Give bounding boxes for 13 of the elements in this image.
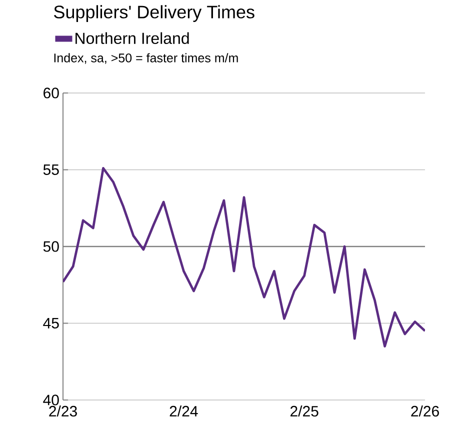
- y-tick-label: 50: [43, 241, 59, 252]
- y-tick-label: 55: [43, 164, 59, 175]
- y-tick-label: 45: [43, 318, 59, 328]
- chart-title: Suppliers' Delivery Times: [54, 5, 254, 22]
- x-tick-label: 2/25: [290, 406, 318, 417]
- x-tick-label: 2/23: [49, 406, 77, 417]
- line-series: [63, 167, 426, 348]
- legend-label: Northern Ireland: [76, 32, 189, 44]
- y-tick-label: 60: [44, 88, 59, 98]
- chart-subtitle: Index, sa, >50 = faster times m/m: [54, 53, 238, 64]
- x-tick-label: 2/26: [411, 406, 439, 417]
- y-tick-label: 40: [43, 394, 59, 406]
- x-tick-label: 2/24: [170, 406, 198, 417]
